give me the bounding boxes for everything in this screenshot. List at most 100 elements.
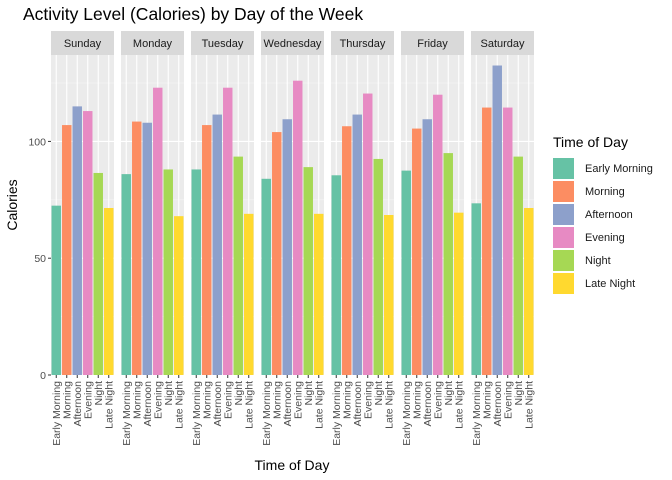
bar [492, 65, 502, 375]
legend-items: Early Morning Morning Afternoon Evening Nigh… [553, 157, 653, 295]
x-tick-label: Evening [432, 381, 444, 419]
x-tick-label: Night [93, 381, 105, 406]
x-tick-label: Afternoon [422, 381, 434, 427]
bar [293, 80, 303, 376]
bar [202, 125, 212, 375]
bar [513, 156, 523, 375]
bar [233, 156, 243, 375]
x-tick-label: Late Night [103, 381, 115, 429]
x-tick-label: Night [443, 381, 455, 406]
x-tick-label: Late Night [313, 381, 325, 429]
facet-panel: Thursday Early MorningMorningAfternoonEve… [331, 31, 395, 446]
legend-key [553, 273, 574, 294]
panel-background [261, 55, 324, 375]
bar [121, 174, 131, 375]
x-tick-label: Evening [152, 381, 164, 419]
bar [51, 205, 61, 375]
x-tick-label: Morning [61, 381, 73, 419]
bar [471, 203, 481, 375]
facet-strip [191, 31, 254, 55]
y-tick-label: 100 [28, 136, 46, 148]
x-tick-label: Evening [292, 381, 304, 419]
x-tick-label: Early Morning [261, 381, 273, 446]
x-tick-label: Late Night [243, 381, 255, 429]
bar [303, 167, 313, 375]
bar [363, 93, 373, 375]
x-tick-label: Early Morning [191, 381, 203, 446]
x-tick-label: Morning [271, 381, 283, 419]
x-tick-label: Late Night [173, 381, 185, 429]
bar [282, 119, 292, 375]
bar [244, 213, 254, 375]
legend-item: Evening [553, 226, 653, 249]
legend-label: Afternoon [585, 208, 633, 221]
bar [272, 132, 282, 375]
x-tick-label: Night [163, 381, 175, 406]
legend-item: Early Morning [553, 157, 653, 180]
legend-key [553, 181, 574, 202]
bar [93, 172, 103, 375]
panel-background [121, 55, 184, 375]
facet-panel: Friday Early MorningMorningAfternoonEveni… [401, 31, 465, 446]
x-tick-label: Late Night [453, 381, 465, 429]
x-tick-label: Afternoon [212, 381, 224, 427]
bar [72, 106, 82, 375]
bar [153, 87, 163, 375]
facet-strip [51, 31, 114, 55]
bar [373, 158, 383, 375]
bar [454, 212, 464, 375]
y-tick-label: 50 [34, 253, 46, 265]
bar [412, 128, 422, 375]
x-tick-label: Early Morning [51, 381, 63, 446]
legend-item: Afternoon [553, 203, 653, 226]
facet-strip-label: Thursday [340, 38, 386, 50]
x-tick-label: Evening [362, 381, 374, 419]
bar [422, 119, 432, 375]
panel-background [401, 55, 464, 375]
x-tick-label: Morning [201, 381, 213, 419]
facet-strip [261, 31, 324, 55]
x-tick-label: Late Night [523, 381, 535, 429]
facet-strip-label: Wednesday [264, 38, 322, 50]
legend-label: Early Morning [585, 162, 653, 175]
facet-panel: Monday Early MorningMorningAfternoonEveni… [121, 31, 185, 446]
x-tick-label: Morning [481, 381, 493, 419]
bar [174, 216, 184, 375]
x-tick-label: Night [513, 381, 525, 406]
bar [342, 126, 352, 375]
x-tick-label: Afternoon [72, 381, 84, 427]
bar [223, 87, 233, 375]
x-tick-label: Morning [411, 381, 423, 419]
bar [83, 111, 93, 375]
facet-strip-label: Friday [417, 38, 448, 50]
legend-label: Night [585, 254, 611, 267]
legend-key [553, 204, 574, 225]
bar [142, 122, 152, 375]
bar [163, 169, 173, 375]
x-tick-label: Night [233, 381, 245, 406]
bar [384, 215, 394, 375]
legend-item: Night [553, 249, 653, 272]
facet-panel: Saturday Early MorningMorningAfternoonEve… [471, 31, 535, 446]
bar [482, 107, 492, 375]
x-tick-label: Afternoon [352, 381, 364, 427]
facet-strip [331, 31, 394, 55]
x-tick-label: Late Night [383, 381, 395, 429]
facet-strip-label: Monday [133, 38, 173, 50]
facet-panel: Wednesday Early MorningMorningAfternoonEv… [261, 31, 325, 446]
facet-strip [121, 31, 184, 55]
y-tick-label: 0 [40, 370, 46, 382]
bar [352, 114, 362, 375]
facet-strip-label: Sunday [64, 38, 102, 50]
facet-strip-label: Saturday [480, 38, 525, 50]
bar [433, 94, 443, 375]
bar [212, 114, 222, 375]
panel-background [471, 55, 534, 375]
bar [191, 169, 201, 375]
panel-background [51, 55, 114, 375]
x-tick-label: Morning [131, 381, 143, 419]
x-tick-label: Evening [222, 381, 234, 419]
x-tick-label: Afternoon [492, 381, 504, 427]
